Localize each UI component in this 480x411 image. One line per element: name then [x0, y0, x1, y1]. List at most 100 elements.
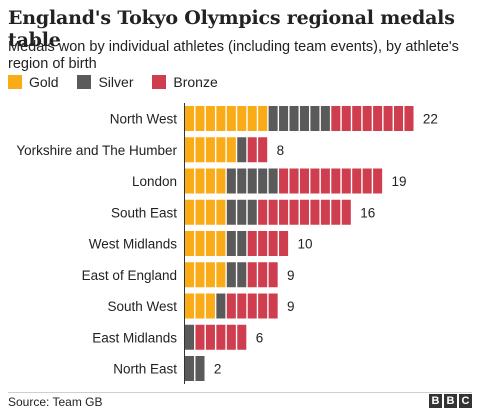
medal-block-bronze-east-of-england: [258, 262, 268, 288]
medal-block-bronze-south-west: [258, 293, 268, 319]
medal-block-bronze-south-west: [237, 293, 247, 319]
bbc-logo-letter-2: B: [444, 394, 457, 408]
medal-block-bronze-yorkshire-and-the-humber: [247, 137, 257, 163]
medal-block-bronze-west-midlands: [247, 231, 257, 256]
medal-block-bronze-north-west: [383, 106, 393, 131]
total-label-south-east: 16: [360, 205, 375, 220]
medal-block-gold-north-west: [247, 106, 257, 131]
total-label-west-midlands: 10: [298, 237, 313, 252]
medal-block-gold-south-east: [205, 199, 215, 225]
source-note: Source: Team GB: [8, 395, 103, 409]
medal-block-bronze-east-midlands: [195, 324, 205, 350]
medal-block-bronze-east-midlands: [216, 324, 226, 350]
medal-block-silver-east-of-england: [237, 262, 247, 288]
legend-label-bronze: Bronze: [173, 74, 218, 90]
medal-block-bronze-london: [289, 168, 299, 194]
medal-block-silver-north-east: [195, 356, 205, 381]
medal-block-gold-yorkshire-and-the-humber: [226, 137, 236, 163]
medal-block-gold-london: [185, 168, 195, 194]
medal-block-gold-south-east: [216, 199, 226, 225]
medal-block-silver-north-west: [268, 106, 278, 131]
medals-bar-chart: North West 22 Yorkshire and The Humber 8 Lon…: [16, 103, 438, 384]
medal-block-silver-north-west: [279, 106, 289, 131]
total-label-east-midlands: 6: [256, 330, 264, 345]
total-label-south-west: 9: [287, 299, 295, 314]
category-label-london: London: [132, 174, 177, 189]
medal-block-silver-north-west: [299, 106, 309, 131]
medal-block-bronze-south-east: [320, 199, 330, 225]
medal-block-gold-west-midlands: [195, 231, 205, 256]
medal-block-bronze-south-east: [299, 199, 309, 225]
total-label-north-west: 22: [423, 112, 438, 127]
category-label-south-east: South East: [111, 205, 177, 220]
chart-subtitle: Medals won by individual athletes (inclu…: [8, 39, 459, 72]
medal-block-gold-north-west: [205, 106, 215, 131]
total-label-east-of-england: 9: [287, 268, 295, 283]
medal-block-silver-london: [268, 168, 278, 194]
medal-block-bronze-north-west: [352, 106, 362, 131]
medal-block-bronze-east-midlands: [205, 324, 215, 350]
medal-block-bronze-south-west: [226, 293, 236, 319]
medal-block-silver-north-west: [310, 106, 320, 131]
medal-block-silver-london: [258, 168, 268, 194]
bbc-logo: B B C: [429, 394, 472, 408]
medal-block-silver-west-midlands: [226, 231, 236, 256]
medal-block-bronze-london: [341, 168, 351, 194]
medal-block-gold-north-west: [185, 106, 195, 131]
medal-block-silver-north-west: [320, 106, 330, 131]
medal-block-silver-east-of-england: [226, 262, 236, 288]
total-label-london: 19: [392, 174, 407, 189]
category-label-north-west: North West: [110, 112, 178, 127]
medal-block-bronze-south-east: [331, 199, 341, 225]
footer-divider: [8, 392, 472, 393]
medal-block-bronze-north-west: [373, 106, 383, 131]
medal-block-gold-south-east: [185, 199, 195, 225]
medal-block-bronze-west-midlands: [258, 231, 268, 256]
bbc-logo-letter-3: C: [459, 394, 472, 408]
medal-block-bronze-north-west: [341, 106, 351, 131]
medal-block-bronze-south-east: [268, 199, 278, 225]
medal-block-bronze-south-east: [279, 199, 289, 225]
medal-block-bronze-london: [279, 168, 289, 194]
medal-block-gold-north-west: [195, 106, 205, 131]
medal-block-gold-london: [205, 168, 215, 194]
medal-block-silver-north-east: [185, 356, 195, 381]
medal-block-gold-west-midlands: [216, 231, 226, 256]
medal-block-gold-west-midlands: [205, 231, 215, 256]
medal-block-gold-north-west: [216, 106, 226, 131]
medal-block-gold-yorkshire-and-the-humber: [185, 137, 195, 163]
medal-block-silver-london: [226, 168, 236, 194]
legend-item-gold: Gold: [8, 74, 59, 90]
medal-block-gold-south-west: [185, 293, 195, 319]
medal-block-bronze-south-west: [247, 293, 257, 319]
legend-swatch-gold: [8, 75, 22, 89]
medal-block-bronze-north-west: [394, 106, 404, 131]
medal-block-gold-south-west: [205, 293, 215, 319]
medal-block-gold-north-west: [226, 106, 236, 131]
medal-block-silver-south-east: [226, 199, 236, 225]
medal-block-bronze-south-west: [268, 293, 278, 319]
medal-block-gold-north-west: [237, 106, 247, 131]
medal-block-gold-west-midlands: [185, 231, 195, 256]
medal-block-bronze-london: [299, 168, 309, 194]
medal-block-silver-north-west: [289, 106, 299, 131]
medal-block-gold-london: [216, 168, 226, 194]
medal-block-bronze-north-west: [404, 106, 414, 131]
medal-block-gold-east-of-england: [205, 262, 215, 288]
medal-block-gold-south-west: [195, 293, 205, 319]
medal-block-bronze-east-midlands: [226, 324, 236, 350]
medal-block-gold-yorkshire-and-the-humber: [216, 137, 226, 163]
category-label-yorkshire-and-the-humber: Yorkshire and The Humber: [16, 143, 177, 158]
bbc-logo-letter-1: B: [429, 394, 442, 408]
category-label-south-west: South West: [107, 299, 177, 314]
medal-block-bronze-london: [362, 168, 372, 194]
total-label-north-east: 2: [214, 362, 222, 377]
medal-block-bronze-london: [331, 168, 341, 194]
medal-block-bronze-london: [373, 168, 383, 194]
total-label-yorkshire-and-the-humber: 8: [277, 143, 285, 158]
medal-block-silver-yorkshire-and-the-humber: [237, 137, 247, 163]
medal-block-bronze-south-east: [258, 199, 268, 225]
medal-block-silver-west-midlands: [237, 231, 247, 256]
medal-block-silver-south-west: [216, 293, 226, 319]
medal-block-bronze-london: [310, 168, 320, 194]
